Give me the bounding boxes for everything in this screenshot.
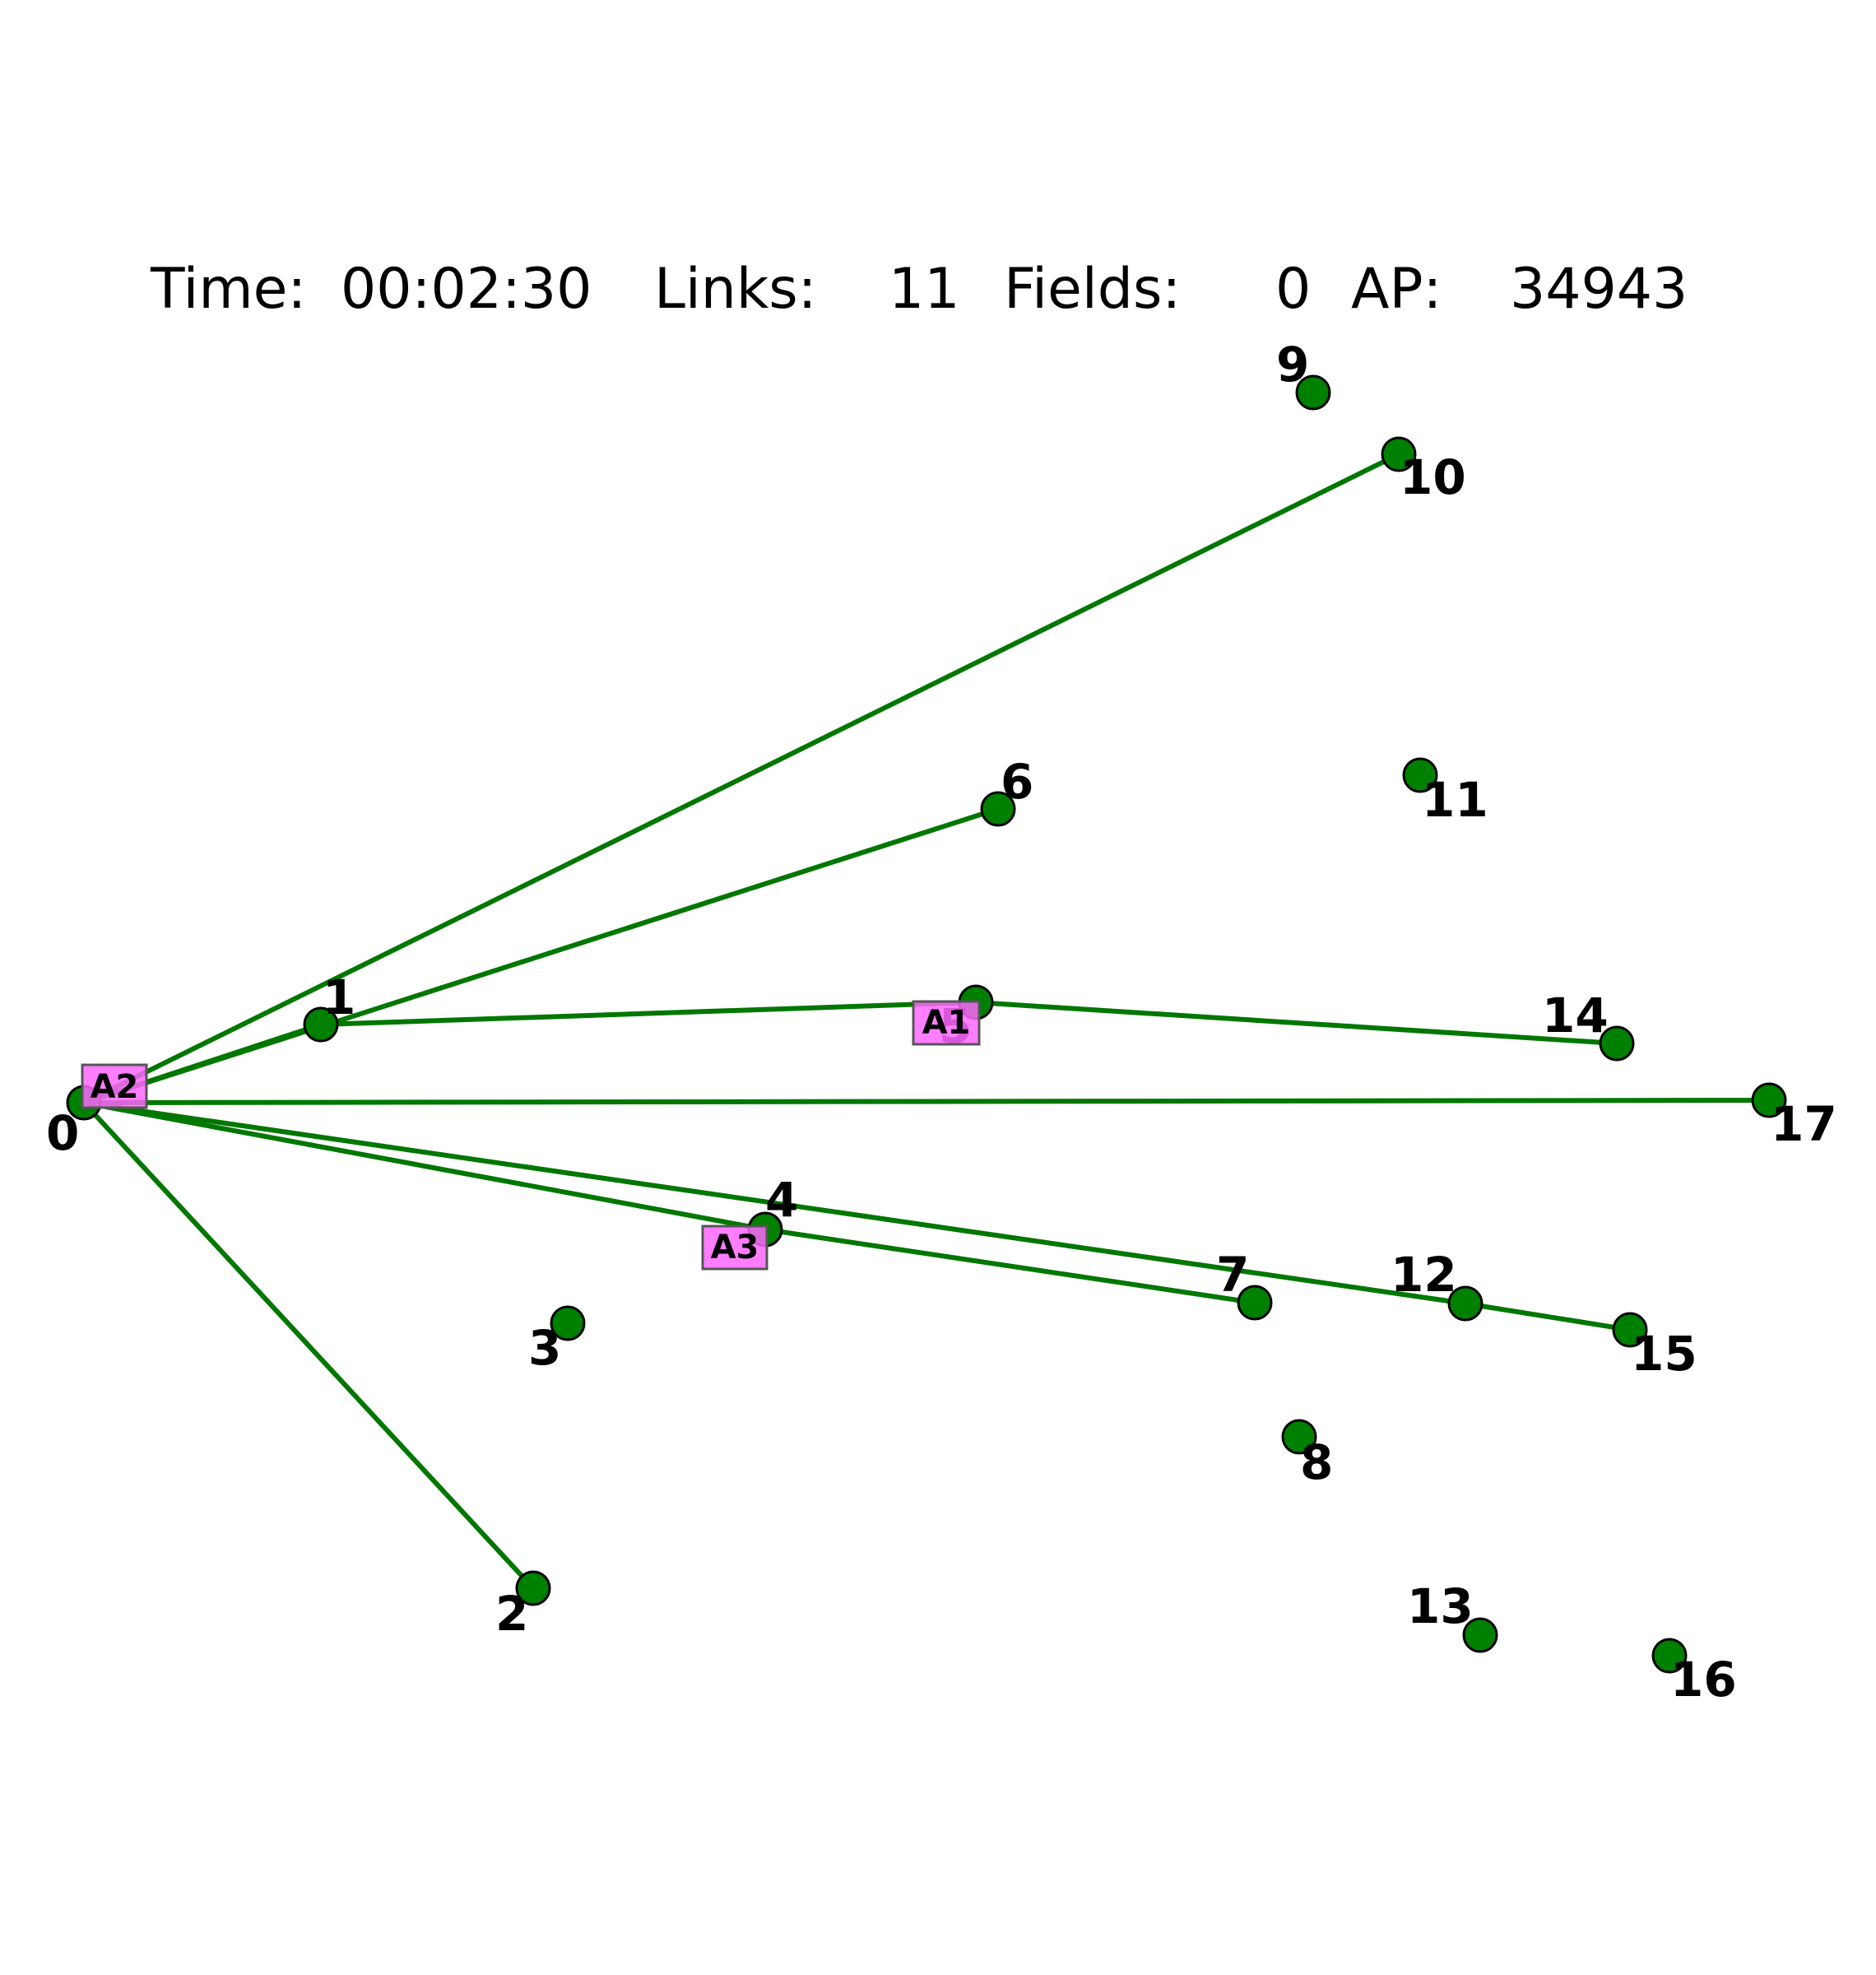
link-0-12 bbox=[83, 1100, 1466, 1306]
portal-16-marker bbox=[1651, 1638, 1688, 1674]
agents-layer: A1 A2 A3 bbox=[81, 1000, 981, 1271]
portal-7-label: 7 bbox=[1216, 1247, 1249, 1303]
portal-17-label: 17 bbox=[1771, 1096, 1837, 1152]
portal-2-label: 2 bbox=[495, 1586, 528, 1642]
agent-a2-marker bbox=[81, 1063, 148, 1109]
portal-3-marker bbox=[550, 1305, 586, 1341]
status-links-label: Links: bbox=[654, 257, 817, 322]
portal-4-label: 4 bbox=[765, 1172, 798, 1228]
portal-14-label: 14 bbox=[1542, 988, 1609, 1043]
portal-15-label: 15 bbox=[1631, 1326, 1697, 1382]
status-fields-label: Fields: bbox=[1004, 257, 1181, 322]
portal-7-marker bbox=[1237, 1285, 1273, 1321]
portal-9-marker bbox=[1295, 374, 1331, 411]
portal-1-label: 1 bbox=[323, 969, 355, 1025]
status-fields-value: 0 bbox=[1275, 257, 1311, 322]
portal-13-marker bbox=[1462, 1617, 1498, 1653]
portal-12-marker bbox=[1447, 1285, 1484, 1322]
agent-a3-label: A3 bbox=[711, 1229, 759, 1266]
link-0-17 bbox=[83, 1098, 1770, 1105]
agent-a1-marker bbox=[912, 1000, 981, 1046]
link-12-15 bbox=[1465, 1301, 1631, 1332]
portal-9-label: 9 bbox=[1276, 337, 1309, 393]
portal-12-label: 12 bbox=[1391, 1247, 1457, 1303]
portal-10-label: 10 bbox=[1400, 449, 1466, 505]
portal-6-marker bbox=[980, 791, 1016, 827]
agent-a3-marker bbox=[701, 1224, 769, 1271]
link-0-10 bbox=[82, 452, 1400, 1105]
portal-3-label: 3 bbox=[528, 1320, 561, 1376]
portal-11-marker bbox=[1402, 757, 1438, 793]
link-4-7 bbox=[764, 1227, 1256, 1305]
link-1-5 bbox=[320, 1000, 977, 1027]
portal-6-label: 6 bbox=[1001, 754, 1033, 810]
agent-a2-label: A2 bbox=[91, 1068, 139, 1106]
portal-0-label: 0 bbox=[46, 1105, 79, 1161]
links-layer bbox=[81, 452, 1770, 1591]
portal-1-marker bbox=[303, 1006, 339, 1043]
status-ap-label: AP: bbox=[1351, 257, 1442, 322]
status-links-value: 11 bbox=[889, 257, 960, 322]
link-5-14 bbox=[975, 1000, 1618, 1046]
status-time-value: 00:02:30 bbox=[341, 257, 592, 322]
portal-14-marker bbox=[1599, 1025, 1635, 1062]
link-0-4 bbox=[83, 1100, 766, 1232]
portal-10-marker bbox=[1381, 436, 1417, 472]
portal-17-marker bbox=[1751, 1082, 1787, 1118]
portal-2-marker bbox=[515, 1570, 551, 1606]
portal-8-marker bbox=[1281, 1419, 1317, 1455]
link-0-2 bbox=[81, 1100, 536, 1591]
agent-a1-label: A1 bbox=[922, 1004, 971, 1042]
portal-13-label: 13 bbox=[1407, 1578, 1474, 1634]
status-time-label: Time: bbox=[150, 257, 306, 322]
portal-16-label: 16 bbox=[1670, 1652, 1737, 1708]
status-ap-value: 34943 bbox=[1510, 257, 1688, 322]
portal-15-marker bbox=[1612, 1312, 1648, 1348]
portal-11-label: 11 bbox=[1422, 772, 1488, 828]
portal-8-label: 8 bbox=[1300, 1434, 1333, 1490]
